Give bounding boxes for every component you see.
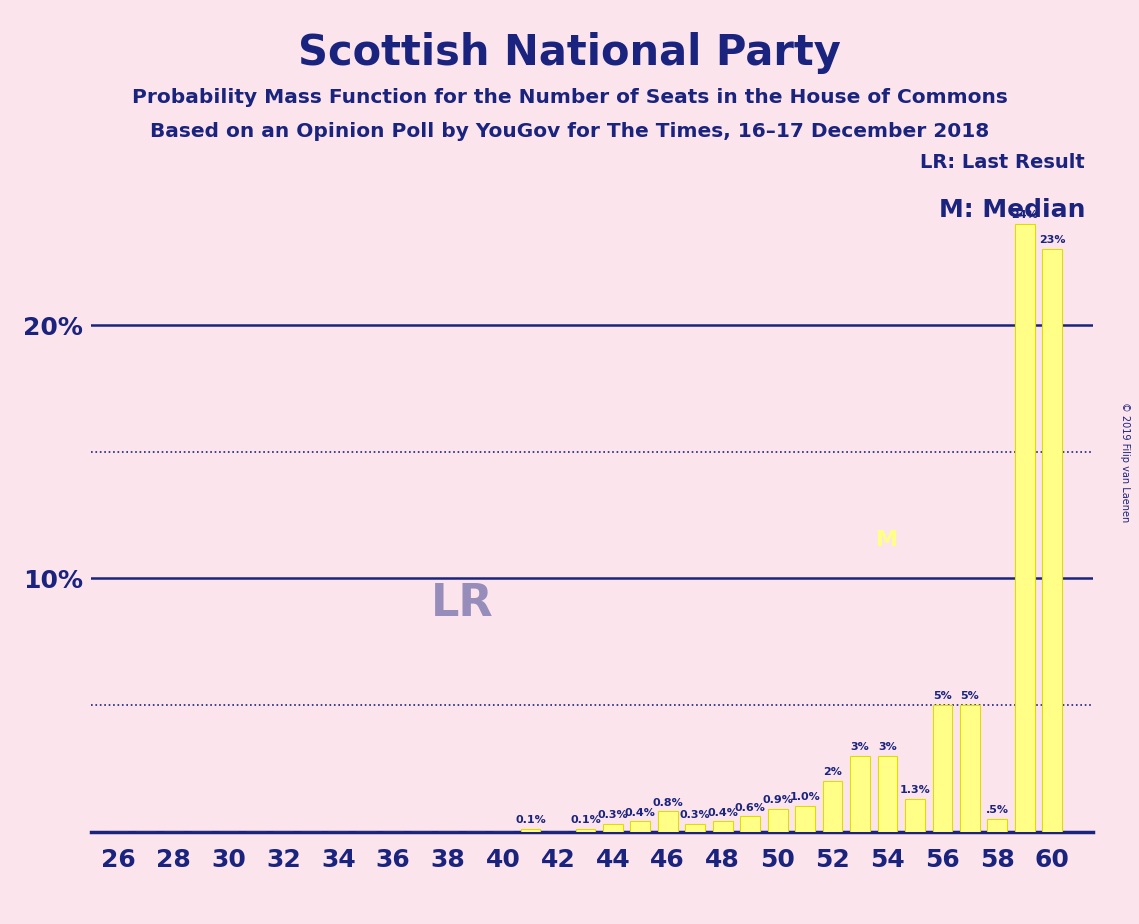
Text: 0.4%: 0.4%: [625, 808, 656, 818]
Text: 2%: 2%: [823, 767, 842, 777]
Text: LR: Last Result: LR: Last Result: [920, 152, 1085, 172]
Text: 0.3%: 0.3%: [598, 810, 629, 821]
Text: 5%: 5%: [933, 691, 952, 701]
Bar: [740, 817, 760, 832]
Bar: [603, 824, 623, 832]
Bar: [1042, 249, 1063, 832]
Text: M: Median: M: Median: [939, 199, 1085, 223]
Bar: [575, 829, 596, 832]
Bar: [658, 811, 678, 832]
Bar: [933, 705, 952, 832]
Text: 0.8%: 0.8%: [653, 797, 683, 808]
Text: Probability Mass Function for the Number of Seats in the House of Commons: Probability Mass Function for the Number…: [132, 88, 1007, 107]
Bar: [960, 705, 980, 832]
Bar: [631, 821, 650, 832]
Text: © 2019 Filip van Laenen: © 2019 Filip van Laenen: [1121, 402, 1130, 522]
Bar: [686, 824, 705, 832]
Text: 1.0%: 1.0%: [789, 793, 820, 802]
Text: 1.3%: 1.3%: [900, 784, 931, 795]
Bar: [822, 781, 843, 832]
Bar: [795, 807, 816, 832]
Bar: [1015, 224, 1034, 832]
Text: 0.4%: 0.4%: [707, 808, 738, 818]
Text: M: M: [876, 530, 899, 551]
Bar: [521, 829, 540, 832]
Bar: [768, 808, 787, 832]
Text: 0.9%: 0.9%: [762, 795, 793, 805]
Text: 3%: 3%: [851, 742, 869, 752]
Text: Scottish National Party: Scottish National Party: [298, 32, 841, 74]
Bar: [906, 798, 925, 832]
Bar: [850, 756, 870, 832]
Text: 3%: 3%: [878, 742, 896, 752]
Bar: [988, 819, 1007, 832]
Text: 0.1%: 0.1%: [570, 815, 600, 825]
Text: Based on an Opinion Poll by YouGov for The Times, 16–17 December 2018: Based on an Opinion Poll by YouGov for T…: [150, 122, 989, 141]
Text: 5%: 5%: [960, 691, 980, 701]
Text: 0.6%: 0.6%: [735, 803, 765, 812]
Text: 0.3%: 0.3%: [680, 810, 711, 821]
Text: .5%: .5%: [986, 805, 1009, 815]
Text: 23%: 23%: [1039, 236, 1065, 246]
Text: 0.1%: 0.1%: [515, 815, 546, 825]
Bar: [877, 756, 898, 832]
Text: LR: LR: [431, 582, 493, 626]
Bar: [713, 821, 732, 832]
Text: 24%: 24%: [1011, 210, 1038, 220]
